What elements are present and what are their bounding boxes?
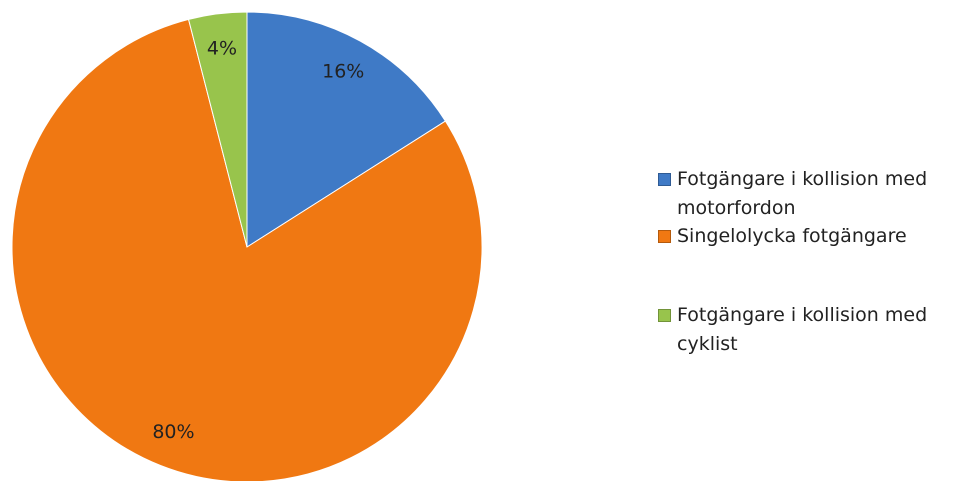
- pie-slice: [246, 11, 447, 248]
- data-label: 4%: [207, 37, 237, 59]
- data-label: 80%: [152, 421, 194, 443]
- pie-slice: [187, 11, 248, 248]
- data-label: 16%: [322, 60, 364, 82]
- legend-swatch: [658, 309, 671, 322]
- legend-label: Fotgängare i kollision med motorfordon: [677, 168, 928, 219]
- legend-item: Singelolycka fotgängare: [658, 222, 958, 251]
- legend-label: Singelolycka fotgängare: [677, 225, 907, 247]
- chart: 16% 80% 4%: [11, 11, 483, 481]
- legend-label: Fotgängare i kollision med cyklist: [677, 304, 928, 355]
- legend-swatch: [658, 173, 671, 186]
- legend-item: Fotgängare i kollision med cyklist: [658, 301, 958, 359]
- pie-slice: [11, 18, 483, 481]
- legend-swatch: [658, 230, 671, 243]
- legend-item: Fotgängare i kollision med motorfordon: [658, 165, 958, 223]
